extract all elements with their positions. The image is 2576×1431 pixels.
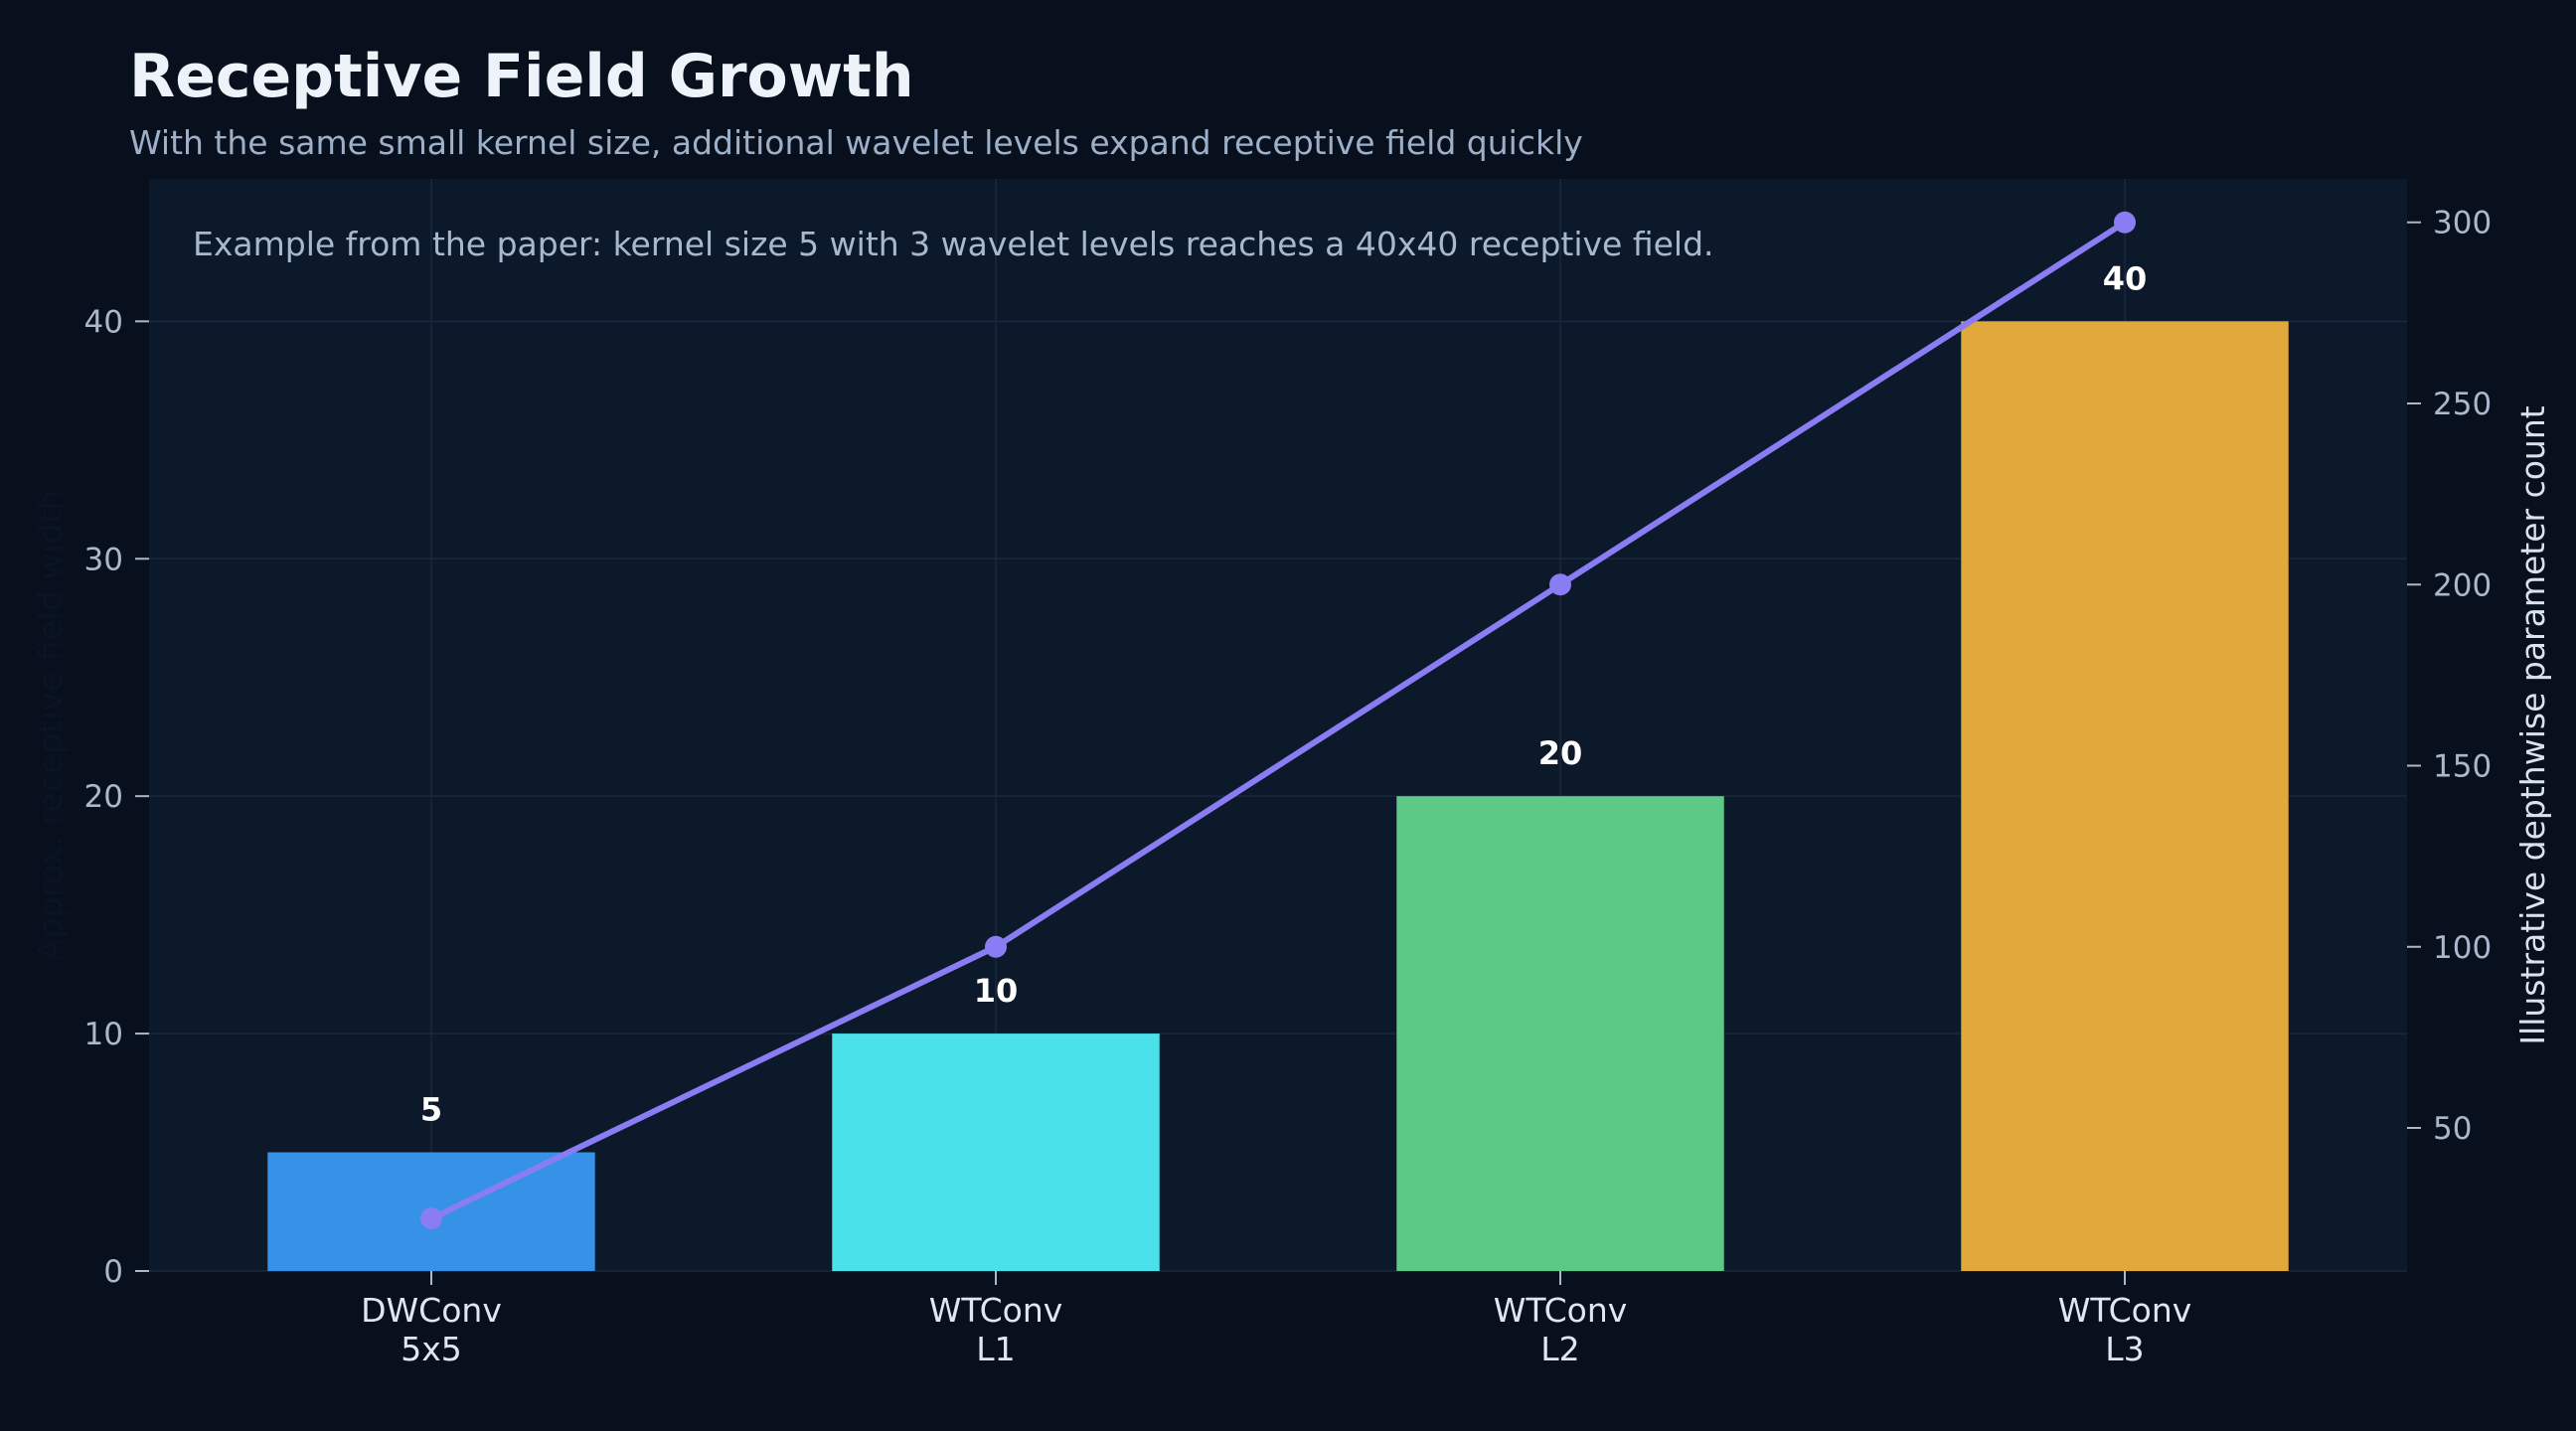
bar <box>1396 796 1724 1271</box>
y-tick-label-right: 100 <box>2433 930 2492 966</box>
line-point <box>2114 211 2136 234</box>
x-tick-label: L1 <box>976 1330 1015 1368</box>
bar <box>1961 321 2289 1271</box>
x-tick-label: DWConv <box>361 1291 502 1330</box>
y-tick-label-left: 10 <box>84 1017 123 1052</box>
bar-value-label: 10 <box>974 972 1019 1010</box>
y-tick-label-left: 40 <box>84 304 123 340</box>
line-point <box>1549 573 1571 596</box>
y-axis-title-left: Approx. receptive field width <box>31 490 70 962</box>
annotation-text: Example from the paper: kernel size 5 wi… <box>193 225 1714 263</box>
chart-title: Receptive Field Growth <box>129 42 914 111</box>
x-tick-label: L3 <box>2105 1330 2144 1368</box>
y-tick-label-left: 30 <box>84 542 123 577</box>
y-tick-label-left: 20 <box>84 779 123 815</box>
bar-value-label: 5 <box>420 1091 442 1129</box>
y-tick-label-right: 150 <box>2433 749 2492 785</box>
bar-value-label: 20 <box>1538 734 1583 772</box>
x-tick-label: WTConv <box>2058 1291 2192 1330</box>
line-series <box>420 211 2136 1230</box>
line-point <box>420 1207 442 1230</box>
y-axis-title-right: Illustrative depthwise parameter count <box>2513 405 2552 1044</box>
bar-value-label: 40 <box>2103 259 2148 297</box>
y-tick-label-right: 50 <box>2433 1111 2472 1147</box>
line-point <box>985 935 1007 958</box>
bar <box>832 1034 1160 1271</box>
y-tick-label-right: 300 <box>2433 206 2492 241</box>
y-tick-label-right: 250 <box>2433 387 2492 422</box>
chart-subtitle: With the same small kernel size, additio… <box>129 123 1583 162</box>
x-tick-label: L2 <box>1540 1330 1579 1368</box>
x-tick-label: WTConv <box>929 1291 1063 1330</box>
bar-series <box>267 321 2289 1271</box>
data-labels: 5 10 20 40 <box>420 259 2147 1128</box>
line-path <box>429 220 2127 1221</box>
x-tick-label: 5x5 <box>401 1330 462 1368</box>
y-tick-label-left: 0 <box>103 1254 123 1290</box>
x-tick-label: WTConv <box>1494 1291 1628 1330</box>
y-tick-label-right: 200 <box>2433 567 2492 603</box>
